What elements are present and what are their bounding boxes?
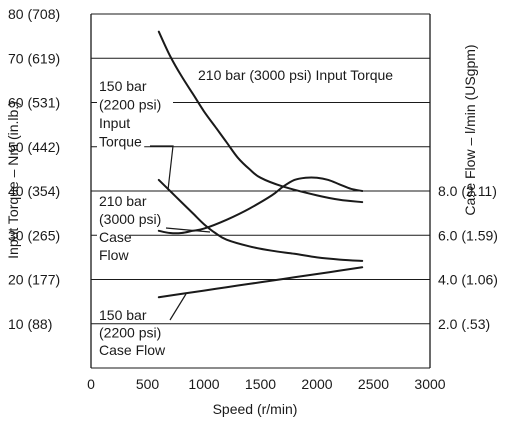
annotation-line: Torque — [99, 134, 142, 150]
annotation-line: Case — [99, 229, 132, 245]
annotation-backdrop — [97, 115, 137, 131]
leader-150-torque — [150, 145, 174, 191]
ann-150-flow: 150 bar (2200 psi)Case Flow — [97, 307, 173, 358]
annotation-line: 150 bar — [99, 307, 147, 323]
annotation-backdrop — [97, 307, 152, 323]
series-210-torque-line — [157, 30, 364, 204]
series-210-flow-line — [157, 176, 364, 235]
y2-axis-title: Case Flow – l/min (USgpm) — [462, 44, 478, 215]
y2-tick-label: 4.0 (1.06) — [438, 272, 498, 288]
y2-tick-label: 8.0 (2.11) — [438, 183, 497, 199]
annotation-backdrop — [97, 193, 152, 209]
x-tick-label: 2500 — [358, 376, 389, 392]
ann-150-torque: 150 bar (2200 psi) Input Torque — [97, 78, 173, 150]
x-tick-label: 3000 — [414, 376, 445, 392]
annotation-backdrop — [97, 78, 152, 94]
leader-150-flow — [169, 293, 187, 321]
y-tick-label: 30 (265) — [8, 227, 60, 243]
annotation-line: 210 bar — [99, 193, 147, 209]
y-tick-label: 50 (442) — [8, 139, 60, 155]
annotation-line: (3000 psi) — [99, 211, 161, 227]
x-tick-label: 2000 — [301, 376, 332, 392]
y-tick-label: 60 (531) — [8, 95, 60, 111]
annotation-backdrop — [97, 342, 166, 358]
y-tick-label: 80 (708) — [8, 6, 60, 22]
y2-tick-label: 2.0 (.53) — [438, 316, 490, 332]
tick-labels: 10 (88) 20 (177) 30 (265) 40 (354) 50 (442) 6… — [8, 6, 498, 392]
annotation-line: 150 bar — [99, 78, 147, 94]
y-tick-label: 10 (88) — [8, 316, 52, 332]
annotation-line: 210 bar (3000 psi) Input Torque — [198, 67, 393, 83]
series-150-torque-line — [157, 178, 364, 262]
annotation-leaders — [150, 145, 211, 321]
annotation-backdrop — [97, 96, 173, 113]
leader-210-flow — [165, 227, 211, 233]
y-tick-label: 40 (354) — [8, 183, 60, 199]
x-tick-label: 1000 — [188, 376, 219, 392]
annotation-backdrop — [97, 211, 173, 227]
annotation-backdrop — [97, 324, 173, 341]
annotation-backdrop — [97, 247, 130, 263]
annotation-line: (2200 psi) — [99, 97, 161, 113]
series-150-flow-line — [157, 266, 364, 299]
annotation-backdrop — [97, 229, 130, 245]
annotation-line: Flow — [99, 247, 129, 263]
x-tick-label: 0 — [87, 376, 95, 392]
annotation-backdrop — [97, 133, 145, 150]
annotation-backdrop — [196, 67, 424, 83]
x-axis-title: Speed (r/min) — [213, 401, 298, 417]
x-tick-label: 500 — [136, 376, 160, 392]
y-tick-label: 20 (177) — [8, 272, 60, 288]
y-axis-title: Input Torque – Nm (in.lb.) — [5, 101, 21, 259]
annotation-line: Input — [99, 115, 130, 131]
annotation-line: Case Flow — [99, 342, 166, 358]
ann-210-torque: 210 bar (3000 psi) Input Torque — [196, 67, 424, 83]
y-tick-label: 70 (619) — [8, 50, 60, 66]
y2-tick-label: 6.0 (1.59) — [438, 227, 498, 243]
ann-210-flow: 210 bar (3000 psi) Case Flow — [97, 193, 173, 263]
x-tick-label: 1500 — [245, 376, 276, 392]
series-lines — [157, 30, 364, 299]
annotation-line: (2200 psi) — [99, 325, 161, 341]
annotations: 210 bar (3000 psi) Input Torque 150 bar (2… — [97, 67, 424, 358]
